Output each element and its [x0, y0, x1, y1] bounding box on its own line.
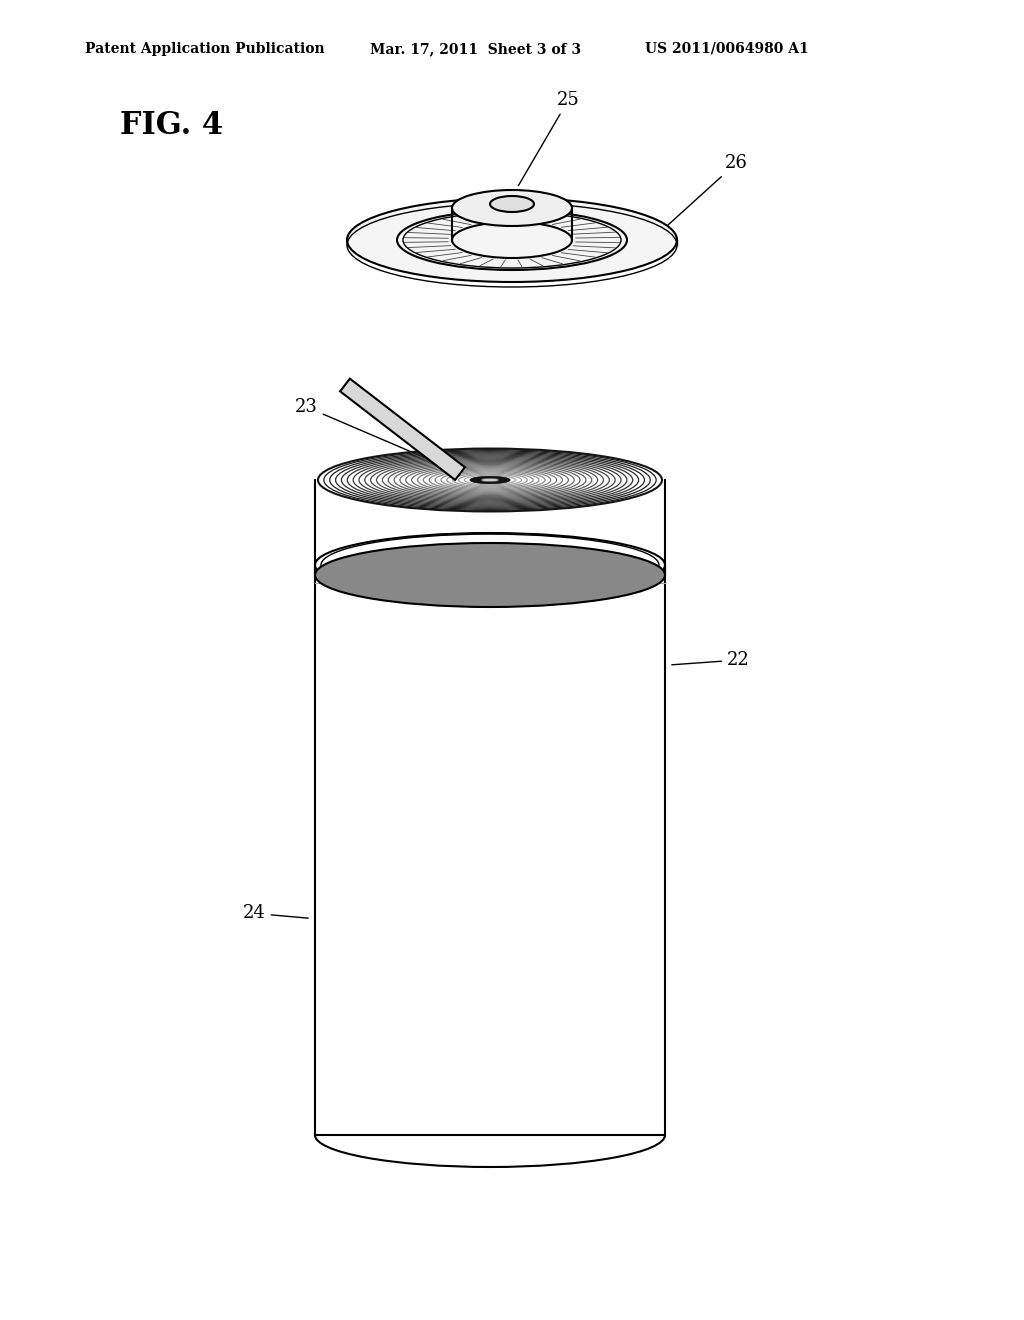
Text: FIG. 4: FIG. 4 — [120, 110, 223, 141]
Text: Mar. 17, 2011  Sheet 3 of 3: Mar. 17, 2011 Sheet 3 of 3 — [370, 42, 582, 55]
Text: 22: 22 — [672, 651, 750, 669]
Text: 25: 25 — [518, 91, 580, 186]
Text: US 2011/0064980 A1: US 2011/0064980 A1 — [645, 42, 809, 55]
Ellipse shape — [315, 533, 665, 597]
Ellipse shape — [452, 190, 572, 226]
Text: 26: 26 — [659, 154, 748, 234]
Ellipse shape — [490, 195, 534, 213]
Ellipse shape — [481, 478, 499, 482]
Text: 24: 24 — [243, 904, 308, 923]
Ellipse shape — [347, 198, 677, 282]
Polygon shape — [340, 379, 465, 480]
Ellipse shape — [470, 477, 510, 483]
Ellipse shape — [315, 543, 665, 607]
Text: Patent Application Publication: Patent Application Publication — [85, 42, 325, 55]
Text: 23: 23 — [295, 399, 432, 461]
